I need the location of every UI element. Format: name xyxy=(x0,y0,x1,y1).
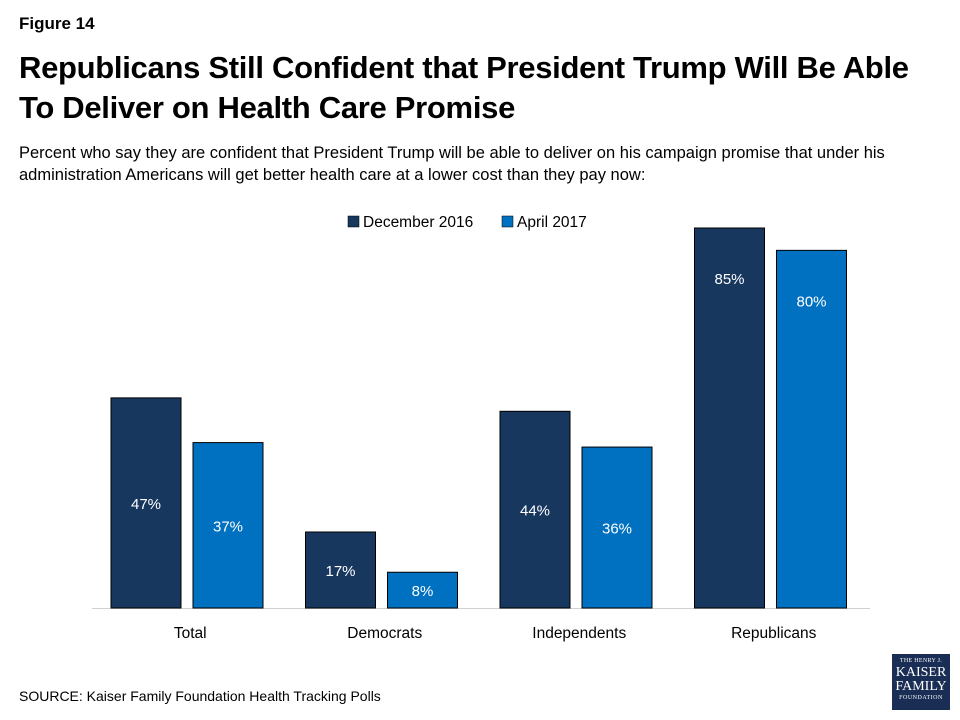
data-label-december-2016-total: 47% xyxy=(131,496,161,513)
legend-label-april-2017: April 2017 xyxy=(517,214,587,231)
x-tick-label-republicans: Republicans xyxy=(731,625,817,642)
data-label-december-2016-independents: 44% xyxy=(520,503,550,520)
bar-april-2017-total xyxy=(192,442,264,609)
bar-december-2016-democrats xyxy=(305,531,376,609)
data-label-april-2017-independents: 36% xyxy=(602,521,632,538)
data-label-april-2017-total: 37% xyxy=(213,518,243,535)
bar-april-2017-democrats xyxy=(387,571,458,609)
chart-title: Republicans Still Confident that Preside… xyxy=(19,50,909,125)
bar-chart: 47% 37% Total 17% 8% Democrats 44% 36% Independe… xyxy=(92,214,870,642)
legend-swatch-april-2017 xyxy=(501,215,514,228)
source-note: SOURCE: Kaiser Family Foundation Health … xyxy=(19,688,381,704)
logo-line-4: FOUNDATION xyxy=(899,695,943,701)
x-tick-label-independents: Independents xyxy=(532,625,626,642)
bar-december-2016-total xyxy=(110,397,182,609)
legend-label-december-2016: December 2016 xyxy=(363,214,473,231)
logo-line-1: THE HENRY J. xyxy=(899,658,943,664)
bar-april-2017-republicans xyxy=(776,249,847,609)
data-label-december-2016-democrats: 17% xyxy=(325,563,355,580)
data-label-december-2016-republicans: 85% xyxy=(714,271,744,288)
figure-label: Figure 14 xyxy=(19,14,95,33)
chart-subtitle: Percent who say they are confident that … xyxy=(19,144,885,184)
logo-line-2: KAISER xyxy=(895,665,947,680)
bar-december-2016-independents xyxy=(499,410,571,609)
logo-line-3: FAMILY xyxy=(895,679,947,694)
bar-december-2016-republicans xyxy=(694,227,765,609)
bar-april-2017-independents xyxy=(581,446,653,609)
data-label-april-2017-democrats: 8% xyxy=(412,583,434,600)
legend-swatch-december-2016 xyxy=(347,215,360,228)
x-tick-label-democrats: Democrats xyxy=(347,625,422,642)
x-tick-label-total: Total xyxy=(174,625,207,642)
kff-logo: THE HENRY J. KAISER FAMILY FOUNDATION xyxy=(892,654,950,710)
data-label-april-2017-republicans: 80% xyxy=(796,293,826,310)
